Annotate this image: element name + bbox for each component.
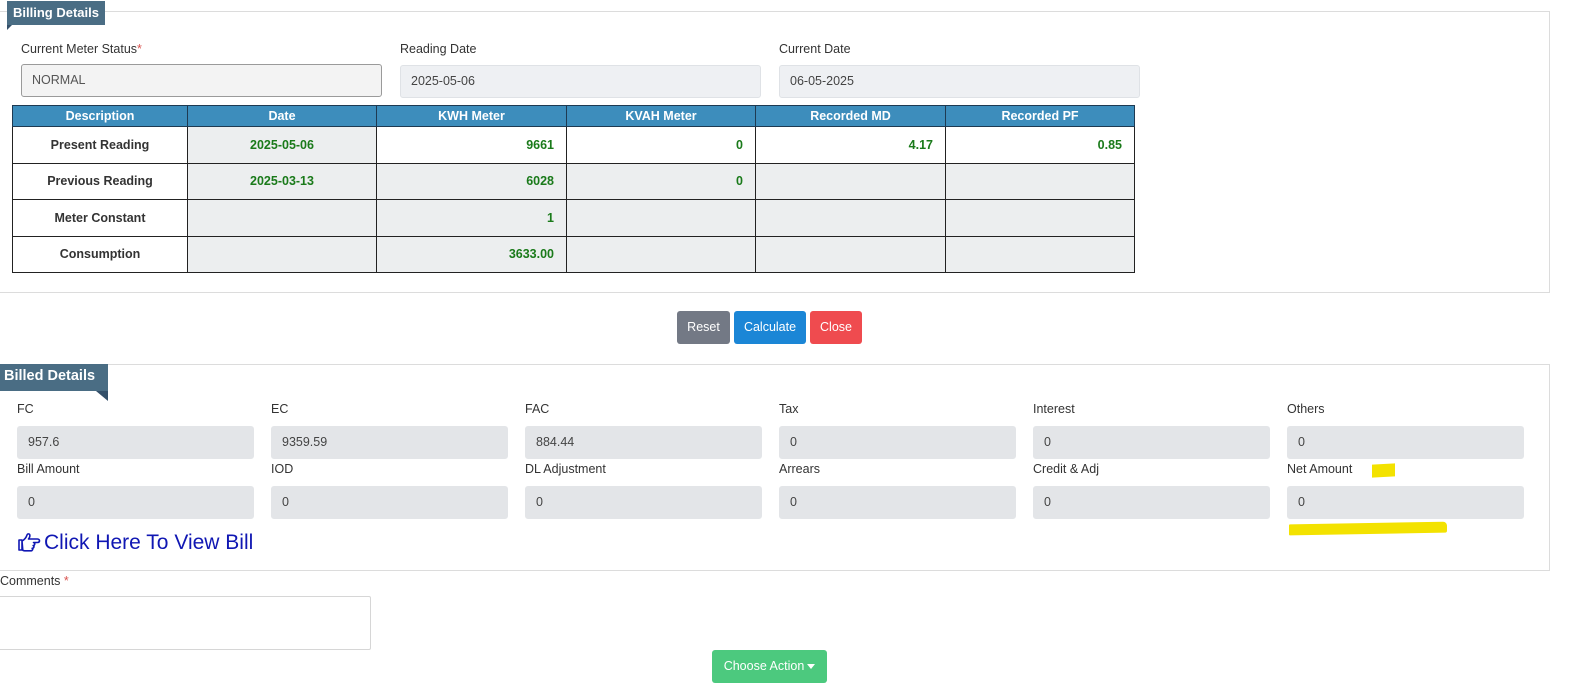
- present-kvah-input[interactable]: 0: [566, 126, 756, 164]
- current-date-label: Current Date: [779, 42, 851, 56]
- credit-adj-label: Credit & Adj: [1033, 462, 1100, 476]
- table-row: Present Reading 2025-05-06 9661 0 4.17 0…: [12, 126, 1135, 164]
- present-kwh-input[interactable]: 9661: [376, 126, 567, 164]
- row-description: Previous Reading: [12, 162, 188, 200]
- interest-field[interactable]: 0: [1033, 426, 1270, 459]
- choose-action-button[interactable]: Choose Action: [712, 650, 827, 683]
- others-label: Others: [1287, 402, 1325, 416]
- table-row: Meter Constant 1: [12, 199, 1135, 237]
- choose-action-label: Choose Action: [723, 659, 805, 673]
- fac-label: FAC: [525, 402, 550, 416]
- fc-field[interactable]: 957.6: [17, 426, 254, 459]
- previous-reading-date: 2025-03-13: [187, 162, 377, 200]
- meter-constant-pf: [945, 199, 1135, 237]
- previous-md: [755, 162, 946, 200]
- reading-date-field[interactable]: 2025-05-06: [400, 65, 761, 98]
- arrears-label: Arrears: [779, 462, 820, 476]
- close-button[interactable]: Close: [810, 311, 862, 344]
- billed-details-title: Billed Details: [0, 364, 108, 391]
- current-date-field[interactable]: 06-05-2025: [779, 65, 1140, 98]
- meter-constant-kwh: 1: [376, 199, 567, 237]
- caret-down-icon: [807, 664, 816, 670]
- calculate-button[interactable]: Calculate: [734, 311, 806, 344]
- consumption-md: [755, 235, 946, 273]
- comments-textarea[interactable]: [0, 596, 371, 650]
- ec-label: EC: [271, 402, 289, 416]
- meter-reading-table: Description Date KWH Meter KVAH Meter Re…: [12, 105, 1135, 273]
- dl-adjustment-label: DL Adjustment: [525, 462, 606, 476]
- present-reading-date: 2025-05-06: [187, 126, 377, 164]
- table-row: Previous Reading 2025-03-13 6028 0: [12, 162, 1135, 200]
- table-row: Consumption 3633.00: [12, 235, 1135, 273]
- bill-amount-field[interactable]: 0: [17, 486, 254, 519]
- others-field[interactable]: 0: [1287, 426, 1524, 459]
- meter-constant-date: [187, 199, 377, 237]
- header-recorded-md: Recorded MD: [755, 105, 946, 127]
- view-bill-link[interactable]: Click Here To View Bill: [17, 529, 253, 557]
- header-kwh-meter: KWH Meter: [376, 105, 567, 127]
- row-description: Consumption: [12, 235, 188, 273]
- ec-field[interactable]: 9359.59: [271, 426, 508, 459]
- arrears-field[interactable]: 0: [779, 486, 1016, 519]
- row-description: Present Reading: [12, 126, 188, 164]
- reset-button[interactable]: Reset: [677, 311, 730, 344]
- header-date: Date: [187, 105, 377, 127]
- header-kvah-meter: KVAH Meter: [566, 105, 756, 127]
- iod-field[interactable]: 0: [271, 486, 508, 519]
- iod-label: IOD: [271, 462, 294, 476]
- recorded-pf-input[interactable]: 0.85: [945, 126, 1135, 164]
- tax-label: Tax: [779, 402, 799, 416]
- fc-label: FC: [17, 402, 34, 416]
- header-description: Description: [12, 105, 188, 127]
- header-recorded-pf: Recorded PF: [945, 105, 1135, 127]
- dl-adjustment-field[interactable]: 0: [525, 486, 762, 519]
- meter-constant-md: [755, 199, 946, 237]
- net-amount-label: Net Amount: [1287, 462, 1353, 476]
- interest-label: Interest: [1033, 402, 1075, 416]
- bill-amount-label: Bill Amount: [17, 462, 80, 476]
- highlight-mark: [1372, 463, 1395, 478]
- previous-kvah: 0: [566, 162, 756, 200]
- billing-tag-fold: [7, 25, 12, 30]
- comments-label: Comments *: [0, 574, 69, 588]
- net-amount-field[interactable]: 0: [1287, 486, 1524, 519]
- view-bill-label: Click Here To View Bill: [44, 531, 254, 554]
- tax-field[interactable]: 0: [779, 426, 1016, 459]
- previous-kwh: 6028: [376, 162, 567, 200]
- previous-pf: [945, 162, 1135, 200]
- table-header-row: Description Date KWH Meter KVAH Meter Re…: [12, 105, 1135, 127]
- recorded-md-input[interactable]: 4.17: [755, 126, 946, 164]
- consumption-kwh: 3633.00: [376, 235, 567, 273]
- meter-status-label: Current Meter Status*: [21, 42, 142, 56]
- billed-tag-fold: [96, 391, 108, 401]
- consumption-pf: [945, 235, 1135, 273]
- consumption-kvah: [566, 235, 756, 273]
- reading-date-label: Reading Date: [400, 42, 477, 56]
- hand-pointing-right-icon: [18, 533, 41, 552]
- meter-status-select[interactable]: NORMAL: [21, 64, 382, 97]
- billing-details-title: Billing Details: [7, 1, 105, 25]
- billed-details-panel: [0, 364, 1550, 571]
- row-description: Meter Constant: [12, 199, 188, 237]
- meter-constant-kvah: [566, 199, 756, 237]
- fac-field[interactable]: 884.44: [525, 426, 762, 459]
- consumption-date: [187, 235, 377, 273]
- credit-adj-field[interactable]: 0: [1033, 486, 1270, 519]
